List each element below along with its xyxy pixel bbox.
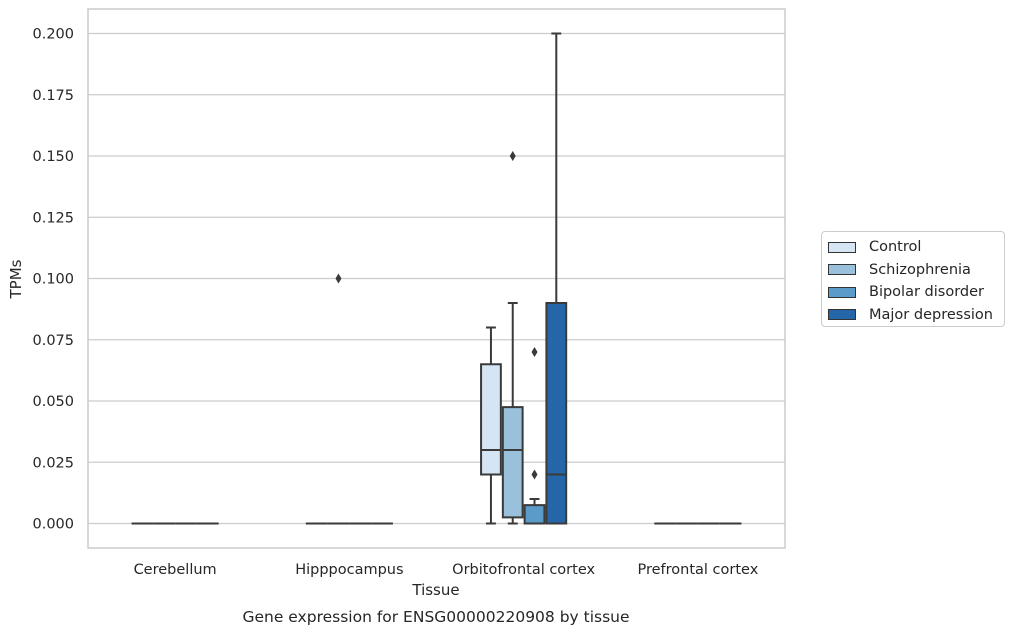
box-iqr: [481, 364, 501, 474]
box-schizophrenia: [329, 274, 349, 524]
legend-swatch: [828, 264, 856, 275]
legend-label: Bipolar disorder: [869, 284, 984, 300]
y-tick-label: 0.125: [32, 210, 74, 226]
x-axis-label: Tissue: [411, 581, 459, 599]
legend-label: Major depression: [869, 307, 993, 323]
box-iqr: [503, 407, 523, 517]
legend-item: Major depression: [828, 304, 1004, 327]
legend-label: Control: [869, 239, 921, 255]
y-tick-label: 0.000: [32, 517, 74, 533]
x-tick-label: Hipppocampus: [295, 562, 403, 578]
box-control: [481, 328, 501, 524]
chart-title: Gene expression for ENSG00000220908 by t…: [242, 608, 629, 626]
legend-item: Bipolar disorder: [828, 281, 1004, 304]
y-tick-label: 0.100: [32, 272, 74, 288]
box-bipolar-disorder: [525, 347, 545, 524]
legend-swatch: [828, 242, 856, 253]
legend-label: Schizophrenia: [869, 262, 971, 278]
outlier-point: [335, 274, 341, 284]
grid-layer: [88, 34, 785, 524]
legend-swatch: [828, 287, 856, 298]
y-tick-label: 0.175: [32, 88, 74, 104]
outlier-point: [510, 151, 516, 161]
legend: Control Schizophrenia Bipolar disorder Majo…: [821, 231, 1005, 327]
x-tick-labels: Cerebellum Hipppocampus Orbitofrontal cort…: [134, 562, 759, 578]
y-tick-label: 0.050: [32, 394, 74, 410]
y-tick-labels: 0.000 0.025 0.050 0.075 0.100 0.125 0.150 0.175…: [32, 27, 74, 533]
box-iqr: [525, 505, 545, 523]
x-tick-label: Cerebellum: [134, 562, 217, 578]
x-tick-label: Orbitofrontal cortex: [452, 562, 595, 578]
box-schizophrenia: [503, 151, 523, 524]
outlier-point: [532, 347, 538, 357]
box-iqr: [546, 303, 566, 524]
legend-item: Control: [828, 236, 1004, 259]
legend-swatch: [828, 309, 856, 320]
y-tick-label: 0.150: [32, 149, 74, 165]
y-axis-label: TPMs: [7, 259, 25, 299]
y-tick-label: 0.200: [32, 27, 74, 43]
legend-item: Schizophrenia: [828, 259, 1004, 282]
x-tick-label: Prefrontal cortex: [637, 562, 758, 578]
outlier-point: [532, 470, 538, 480]
y-tick-label: 0.025: [32, 455, 74, 471]
y-tick-label: 0.075: [32, 333, 74, 349]
